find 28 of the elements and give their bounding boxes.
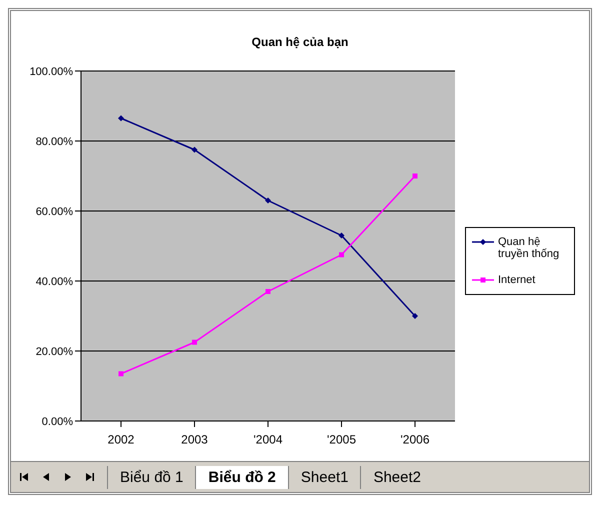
legend-label: Internet bbox=[498, 274, 536, 286]
point bbox=[412, 174, 418, 178]
legend-label: Quan hệ truyền thống bbox=[498, 236, 560, 260]
point bbox=[118, 371, 124, 376]
point bbox=[266, 289, 270, 294]
y-tick-label: 100.00% bbox=[30, 66, 74, 78]
text: Biểu đồ 2 bbox=[195, 466, 288, 488]
x-tick-label: '2004 bbox=[254, 432, 283, 447]
point bbox=[118, 115, 124, 122]
y-tick-label: 80.00% bbox=[36, 136, 74, 148]
y-tick-label: 40.00% bbox=[36, 276, 74, 288]
text: Sheet1 bbox=[288, 466, 360, 488]
point bbox=[339, 252, 344, 258]
y-tick-label: 0.00% bbox=[42, 416, 74, 428]
x-tick-label: 2002 bbox=[108, 432, 135, 447]
text: Sheet2 bbox=[360, 466, 433, 488]
point bbox=[192, 340, 197, 345]
chart-title: Quan hệ của bạn bbox=[250, 34, 350, 51]
y-tick-label: 60.00% bbox=[36, 206, 74, 218]
point bbox=[338, 232, 344, 238]
y-tick-label: 20.00% bbox=[36, 346, 74, 358]
x-tick-label: '2006 bbox=[400, 432, 430, 447]
point bbox=[412, 313, 418, 319]
text: Biểu đồ 1 bbox=[107, 466, 196, 488]
point bbox=[192, 146, 198, 153]
point bbox=[265, 198, 271, 204]
x-tick-label: 2003 bbox=[181, 432, 208, 447]
x-tick-label: '2005 bbox=[327, 432, 356, 447]
